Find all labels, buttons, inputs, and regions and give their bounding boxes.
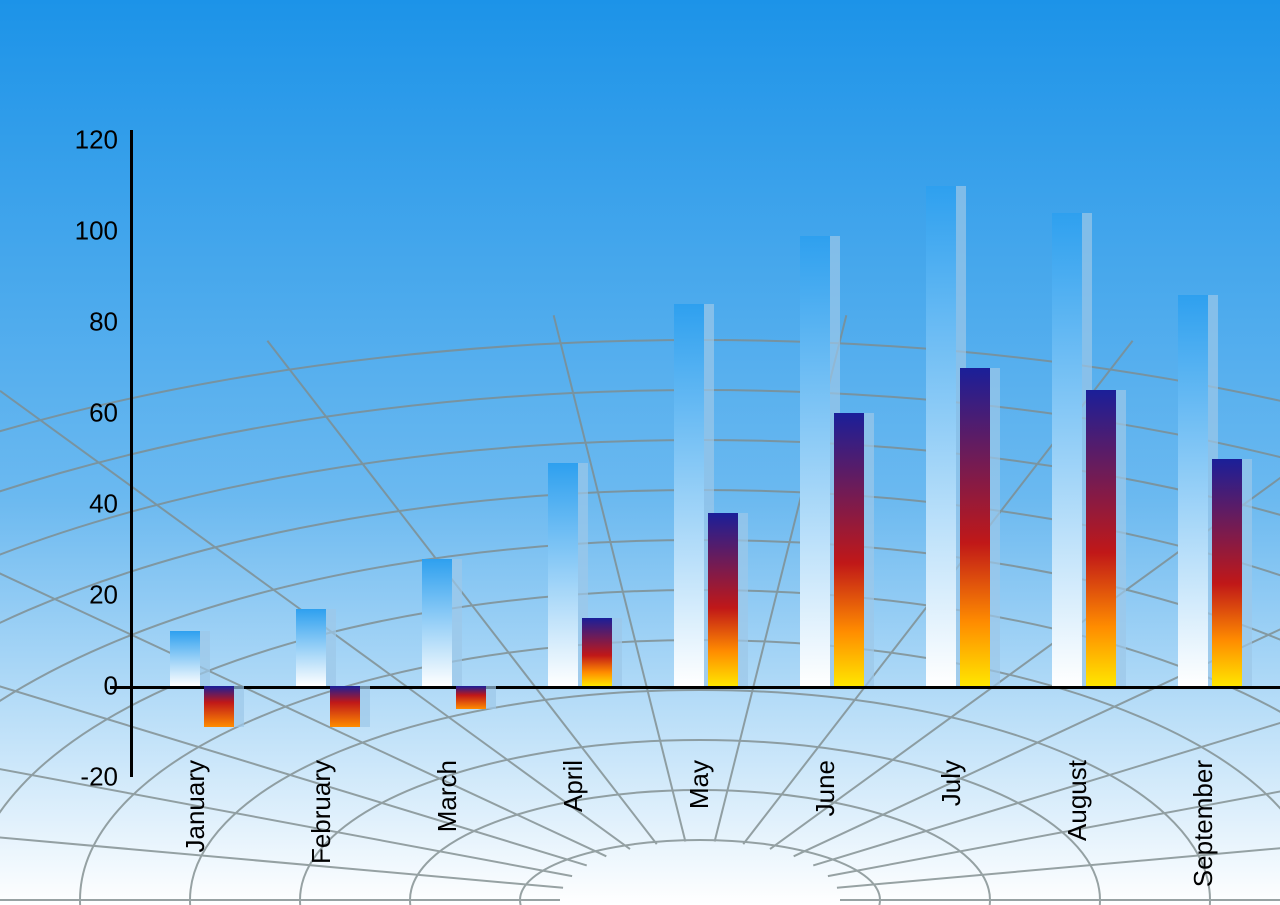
series-a-bar (926, 186, 956, 687)
series-b-bar (834, 413, 864, 686)
series-b-bar (1086, 390, 1116, 686)
series-a-bar (548, 463, 578, 686)
series-a-bar (1052, 213, 1082, 686)
series-a-bar (800, 236, 830, 686)
series-b-bar (582, 618, 612, 686)
series-b-bar (1212, 459, 1242, 687)
series-b-bar (204, 686, 234, 727)
series-a-bar (674, 304, 704, 686)
x-axis-label: March (432, 760, 463, 832)
series-a-bar (1178, 295, 1208, 686)
series-b-bar (330, 686, 360, 727)
x-axis-label: February (306, 760, 337, 864)
monthly-bar-chart: -20020406080100120 JanuaryFebruaryMarchA… (0, 0, 1280, 905)
series-a-bar (296, 609, 326, 686)
x-axis-label: September (1188, 760, 1219, 887)
x-axis-label: June (810, 760, 841, 816)
series-b-bar (456, 686, 486, 709)
x-axis-label: May (684, 760, 715, 809)
series-a-bar (422, 559, 452, 686)
x-axis-label: January (180, 760, 211, 853)
series-b-bar (960, 368, 990, 687)
x-axis-label: August (1062, 760, 1093, 841)
series-a-bar (170, 631, 200, 686)
series-b-bar (708, 513, 738, 686)
x-axis-label: July (936, 760, 967, 806)
x-axis-label: April (558, 760, 589, 812)
